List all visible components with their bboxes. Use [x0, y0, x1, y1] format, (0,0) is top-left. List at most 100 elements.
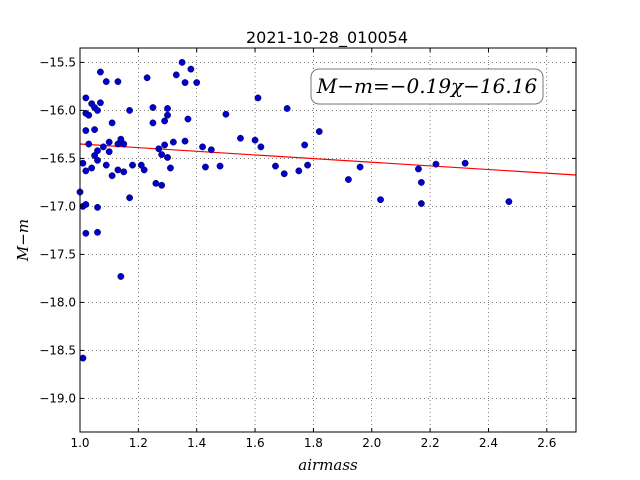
grid-lines: [79, 48, 576, 432]
data-point: [301, 141, 309, 149]
data-point: [149, 119, 157, 127]
data-point: [295, 167, 303, 175]
data-point: [207, 146, 215, 154]
data-point: [149, 104, 157, 111]
data-point: [120, 140, 128, 148]
data-point: [126, 194, 134, 202]
data-point: [94, 107, 101, 114]
data-point: [82, 94, 90, 102]
data-point: [505, 198, 513, 206]
data-point: [117, 273, 125, 280]
plot-frame: [79, 47, 577, 433]
data-point: [172, 71, 180, 79]
fit-annotation: M−m=−0.19χ−16.16: [316, 74, 538, 98]
data-point: [82, 229, 90, 237]
y-tick-label: −17.5: [39, 247, 76, 261]
data-point: [88, 164, 96, 172]
data-point: [108, 119, 116, 127]
data-point: [99, 143, 107, 151]
data-point: [114, 166, 122, 174]
fit-line: [79, 143, 577, 176]
data-point: [199, 143, 206, 151]
data-point: [222, 110, 230, 118]
data-point: [377, 196, 384, 204]
data-point: [178, 59, 186, 66]
data-point: [161, 141, 169, 149]
data-point: [79, 354, 87, 362]
data-point: [280, 170, 288, 178]
data-point: [82, 127, 90, 134]
data-point: [82, 201, 90, 208]
data-point: [164, 111, 171, 119]
data-point: [114, 78, 122, 86]
data-point: [417, 200, 425, 207]
chart-title: 2021-10-28_010054: [246, 28, 408, 48]
axis-ticks: 1.0 1.2 1.4 1.6 1.8 2.0 2.2 2.4 2.6 −15.5 −16.0 −16…: [39, 48, 576, 450]
data-point: [184, 115, 192, 123]
data-point: [158, 181, 166, 189]
data-point: [417, 178, 425, 186]
data-point: [105, 148, 113, 156]
data-point: [102, 78, 110, 86]
x-tick-label: 2.2: [421, 436, 440, 450]
data-point: [415, 165, 422, 173]
data-point: [140, 166, 148, 174]
data-point: [164, 105, 171, 112]
y-tick-label: −16.0: [39, 103, 76, 117]
data-point: [155, 145, 163, 153]
x-tick-label: 2.4: [479, 436, 498, 450]
data-point: [102, 161, 110, 169]
data-point: [94, 228, 101, 236]
data-point: [158, 151, 166, 158]
y-tick-label: −15.5: [39, 55, 76, 69]
data-point: [169, 138, 177, 146]
data-point: [251, 136, 259, 144]
data-point: [97, 99, 104, 107]
data-point: [164, 154, 171, 161]
x-tick-label: 1.2: [129, 436, 148, 450]
y-tick-label: −16.5: [39, 151, 76, 165]
data-point: [129, 161, 136, 169]
data-point: [187, 65, 195, 73]
x-tick-label: 2.6: [537, 436, 556, 450]
data-point: [167, 164, 174, 172]
data-point: [181, 137, 189, 145]
data-point: [257, 143, 265, 151]
data-point: [108, 172, 116, 180]
data-point: [82, 167, 90, 175]
data-point: [120, 168, 128, 176]
data-point: [97, 68, 104, 76]
y-tick-label: −18.0: [39, 295, 76, 309]
data-point: [432, 160, 440, 168]
data-point: [193, 79, 201, 86]
data-point: [85, 111, 93, 119]
x-tick-label: 1.4: [187, 436, 206, 450]
data-point: [254, 94, 262, 102]
data-point: [237, 134, 244, 142]
data-point: [94, 156, 101, 164]
data-point: [181, 79, 189, 86]
x-tick-label: 1.0: [70, 436, 89, 450]
data-point: [315, 128, 323, 135]
data-point: [152, 179, 160, 187]
x-tick-label: 2.0: [362, 436, 381, 450]
y-tick-label: −17.0: [39, 199, 76, 213]
data-point: [202, 163, 209, 171]
data-point: [94, 147, 101, 155]
data-point: [272, 162, 279, 170]
fit-line-layer: [79, 143, 577, 176]
data-point: [126, 107, 134, 114]
data-point: [94, 203, 101, 211]
data-point: [356, 163, 364, 171]
fit-annotation-box: [310, 68, 544, 105]
data-point: [283, 105, 291, 112]
y-tick-label: −19.0: [39, 391, 76, 405]
x-tick-label: 1.6: [246, 436, 265, 450]
data-point: [216, 162, 224, 170]
data-points: [76, 59, 513, 362]
data-point: [461, 159, 469, 167]
data-point: [345, 176, 352, 183]
data-point: [304, 161, 311, 169]
data-point: [105, 138, 113, 146]
